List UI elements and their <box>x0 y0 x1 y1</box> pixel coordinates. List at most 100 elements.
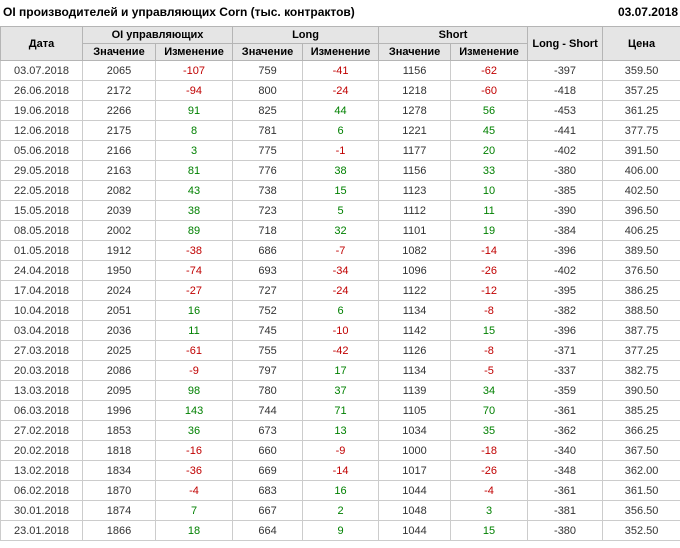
cell-date: 22.05.2018 <box>0 180 83 201</box>
cell-oi-value: 1818 <box>82 440 156 461</box>
cell-oi-value: 2051 <box>82 300 156 321</box>
table-row: 29.05.2018 2163 81 776 38 1156 33 -380 406.00 <box>0 160 680 181</box>
cell-oi-change: 16 <box>154 300 234 321</box>
cell-long-short: -380 <box>527 160 604 181</box>
table-row: 05.06.2018 2166 3 775 -1 1177 20 -402 391.50 <box>0 140 680 161</box>
cell-short-value: 1044 <box>378 480 452 501</box>
cell-long-short: -382 <box>527 300 604 321</box>
table-header: Дата OI управляющих Long Short Long - Sh… <box>0 26 680 61</box>
cell-date: 05.06.2018 <box>0 140 83 161</box>
cell-short-change: 45 <box>450 120 529 141</box>
cell-long-value: 727 <box>232 280 304 301</box>
table-row: 08.05.2018 2002 89 718 32 1101 19 -384 406.25 <box>0 220 680 241</box>
cell-long-value: 759 <box>232 60 304 81</box>
cell-oi-value: 1950 <box>82 260 156 281</box>
cell-price: 402.50 <box>602 180 680 201</box>
cell-long-change: 6 <box>302 300 380 321</box>
table-row: 30.01.2018 1874 7 667 2 1048 3 -381 356.50 <box>0 500 680 521</box>
cell-date: 23.01.2018 <box>0 520 83 541</box>
cell-long-change: 9 <box>302 520 380 541</box>
cell-price: 396.50 <box>602 200 680 221</box>
cell-long-change: 5 <box>302 200 380 221</box>
table-row: 20.02.2018 1818 -16 660 -9 1000 -18 -340 367.50 <box>0 440 680 461</box>
cell-oi-change: -38 <box>154 240 234 261</box>
cell-long-value: 752 <box>232 300 304 321</box>
cell-short-value: 1017 <box>378 460 452 481</box>
report-date: 03.07.2018 <box>617 5 678 19</box>
table-row: 27.02.2018 1853 36 673 13 1034 35 -362 366.25 <box>0 420 680 441</box>
cell-long-change: -24 <box>302 80 380 101</box>
cell-oi-change: 143 <box>154 400 234 421</box>
cell-oi-value: 1996 <box>82 400 156 421</box>
page-title: OI производителей и управляющих Corn (ты… <box>3 5 355 19</box>
cell-long-change: 16 <box>302 480 380 501</box>
cell-long-short: -395 <box>527 280 604 301</box>
cell-long-short: -381 <box>527 500 604 521</box>
cell-date: 03.07.2018 <box>0 60 83 81</box>
cell-long-change: 13 <box>302 420 380 441</box>
cell-date: 17.04.2018 <box>0 280 83 301</box>
cell-short-change: -4 <box>450 480 529 501</box>
cell-long-value: 667 <box>232 500 304 521</box>
cell-long-value: 669 <box>232 460 304 481</box>
cell-date: 24.04.2018 <box>0 260 83 281</box>
cell-oi-change: 36 <box>154 420 234 441</box>
cell-short-value: 1122 <box>378 280 452 301</box>
cell-long-value: 744 <box>232 400 304 421</box>
cell-long-change: 17 <box>302 360 380 381</box>
cell-long-short: -397 <box>527 60 604 81</box>
cell-long-value: 745 <box>232 320 304 341</box>
cell-long-short: -361 <box>527 480 604 501</box>
cell-short-value: 1218 <box>378 80 452 101</box>
cell-date: 10.04.2018 <box>0 300 83 321</box>
cell-short-value: 1082 <box>378 240 452 261</box>
cell-short-change: -26 <box>450 260 529 281</box>
cell-short-change: 19 <box>450 220 529 241</box>
cell-long-short: -340 <box>527 440 604 461</box>
col-subheader-long-change: Изменение <box>302 43 380 61</box>
cell-long-value: 664 <box>232 520 304 541</box>
cell-long-change: 6 <box>302 120 380 141</box>
cell-oi-change: 98 <box>154 380 234 401</box>
cell-short-value: 1221 <box>378 120 452 141</box>
cell-oi-change: -36 <box>154 460 234 481</box>
cell-oi-value: 2172 <box>82 80 156 101</box>
cell-long-change: 44 <box>302 100 380 121</box>
cell-long-short: -348 <box>527 460 604 481</box>
cell-long-value: 755 <box>232 340 304 361</box>
cell-short-value: 1156 <box>378 60 452 81</box>
cell-long-value: 780 <box>232 380 304 401</box>
cell-price: 386.25 <box>602 280 680 301</box>
cell-long-short: -384 <box>527 220 604 241</box>
col-subheader-oi-value: Значение <box>82 43 156 61</box>
cell-price: 362.00 <box>602 460 680 481</box>
cell-oi-change: 11 <box>154 320 234 341</box>
cell-price: 359.50 <box>602 60 680 81</box>
cell-oi-change: 18 <box>154 520 234 541</box>
cell-date: 26.06.2018 <box>0 80 83 101</box>
cell-oi-value: 1912 <box>82 240 156 261</box>
cell-short-change: 33 <box>450 160 529 181</box>
cell-price: 361.25 <box>602 100 680 121</box>
cell-long-value: 673 <box>232 420 304 441</box>
cell-date: 29.05.2018 <box>0 160 83 181</box>
cell-long-value: 775 <box>232 140 304 161</box>
cell-long-change: 37 <box>302 380 380 401</box>
cell-oi-value: 2082 <box>82 180 156 201</box>
table-row: 12.06.2018 2175 8 781 6 1221 45 -441 377.75 <box>0 120 680 141</box>
table-row: 06.03.2018 1996 143 744 71 1105 70 -361 385.25 <box>0 400 680 421</box>
col-subheader-short-value: Значение <box>378 43 452 61</box>
cell-short-value: 1126 <box>378 340 452 361</box>
cell-short-value: 1139 <box>378 380 452 401</box>
table-row: 22.05.2018 2082 43 738 15 1123 10 -385 402.50 <box>0 180 680 201</box>
cell-price: 390.50 <box>602 380 680 401</box>
cell-long-short: -396 <box>527 240 604 261</box>
cell-price: 391.50 <box>602 140 680 161</box>
cell-long-value: 797 <box>232 360 304 381</box>
cell-long-short: -418 <box>527 80 604 101</box>
cell-long-value: 693 <box>232 260 304 281</box>
cell-long-short: -402 <box>527 260 604 281</box>
cell-oi-change: 38 <box>154 200 234 221</box>
cell-short-value: 1123 <box>378 180 452 201</box>
cell-long-value: 738 <box>232 180 304 201</box>
